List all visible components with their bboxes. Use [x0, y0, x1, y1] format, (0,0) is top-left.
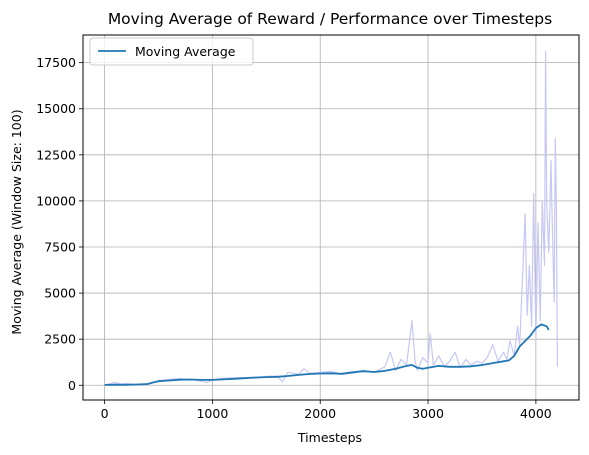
y-tick-label: 7500: [44, 239, 76, 254]
y-axis-label: Moving Average (Window Size: 100): [9, 109, 24, 334]
y-tick-label: 0: [68, 378, 76, 393]
y-tick-label: 5000: [44, 286, 76, 301]
chart-title: Moving Average of Reward / Performance o…: [108, 10, 552, 28]
x-axis-label: Timesteps: [297, 430, 362, 445]
y-tick-label: 15000: [36, 101, 76, 116]
x-tick-label: 3000: [412, 406, 444, 421]
y-tick-label: 17500: [36, 55, 76, 70]
legend: Moving Average: [90, 38, 253, 65]
legend-label-moving-average: Moving Average: [135, 44, 236, 59]
y-tick-label: 10000: [36, 193, 76, 208]
y-tick-label: 12500: [36, 147, 76, 162]
x-tick-label: 2000: [304, 406, 336, 421]
x-tick-label: 1000: [196, 406, 228, 421]
x-tick-label: 0: [101, 406, 109, 421]
x-tick-label: 4000: [520, 406, 552, 421]
y-tick-label: 2500: [44, 332, 76, 347]
